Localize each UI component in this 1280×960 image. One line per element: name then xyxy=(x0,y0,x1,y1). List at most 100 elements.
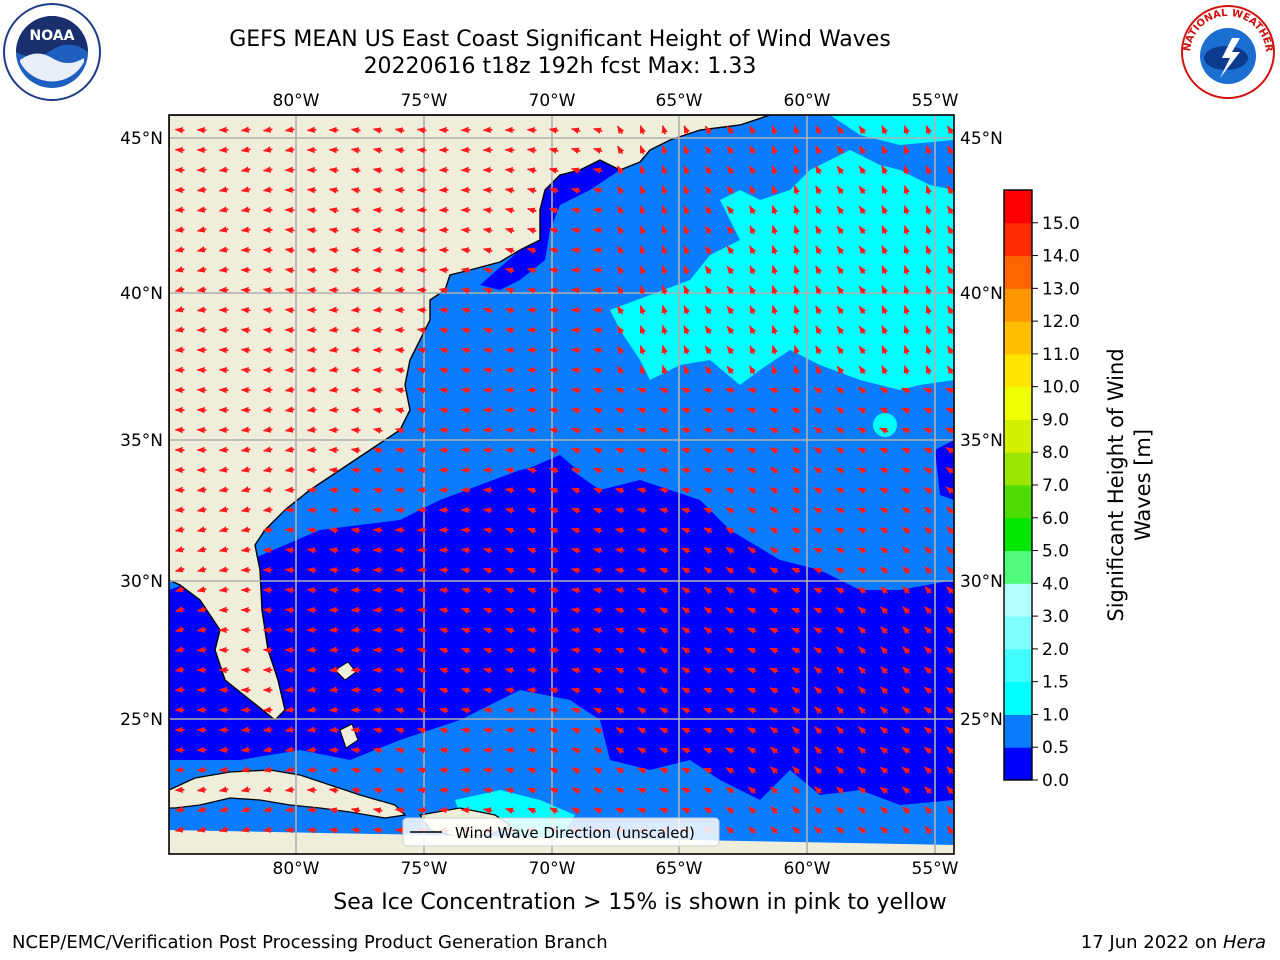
wind-wave-arrow xyxy=(350,147,361,154)
wind-wave-arrow xyxy=(661,164,668,175)
wind-wave-arrow xyxy=(306,247,317,254)
wind-wave-arrow xyxy=(548,407,559,414)
wind-wave-arrow xyxy=(923,506,933,515)
wind-wave-arrow xyxy=(925,225,932,235)
wind-wave-arrow xyxy=(791,466,801,475)
wind-wave-arrow xyxy=(615,387,625,394)
wind-wave-arrow xyxy=(196,466,207,474)
wind-wave-arrow xyxy=(702,487,713,494)
wind-wave-arrow xyxy=(482,126,493,134)
wind-wave-arrow xyxy=(637,667,647,675)
wind-wave-arrow xyxy=(901,786,911,795)
wind-wave-arrow xyxy=(526,667,537,674)
wind-wave-arrow xyxy=(592,587,603,594)
wind-wave-arrow xyxy=(504,667,515,674)
wind-wave-arrow xyxy=(637,686,647,695)
wind-wave-arrow xyxy=(792,826,801,835)
wind-wave-arrow xyxy=(460,607,471,614)
wind-wave-arrow xyxy=(438,166,449,174)
wind-wave-arrow xyxy=(526,187,537,194)
wind-wave-arrow xyxy=(416,327,427,334)
wind-wave-arrow xyxy=(946,785,954,795)
wind-wave-arrow xyxy=(836,165,845,175)
wind-wave-arrow xyxy=(438,587,449,594)
colorbar-segment xyxy=(1004,648,1032,683)
wind-wave-arrow xyxy=(350,286,361,293)
wind-wave-arrow xyxy=(350,827,361,834)
wind-wave-arrow xyxy=(793,124,800,135)
wind-wave-arrow xyxy=(306,366,317,373)
wind-wave-arrow xyxy=(857,386,867,395)
wind-wave-arrow xyxy=(923,486,933,495)
wind-wave-arrow xyxy=(615,427,625,434)
wind-wave-arrow xyxy=(240,806,251,813)
wind-wave-arrow xyxy=(438,747,449,754)
wind-wave-arrow xyxy=(616,345,625,355)
wind-wave-arrow xyxy=(372,507,383,514)
wind-wave-arrow xyxy=(639,245,646,255)
wind-wave-arrow xyxy=(791,527,801,535)
lon-label-top: 75°W xyxy=(401,91,448,111)
wind-wave-arrow xyxy=(879,806,889,815)
lat-labels-left: 45°N 40°N 35°N 30°N 25°N xyxy=(120,129,163,730)
wind-wave-arrow xyxy=(394,747,405,754)
wind-wave-arrow xyxy=(813,387,823,395)
wind-wave-arrow xyxy=(526,427,537,434)
wind-wave-arrow xyxy=(482,387,493,394)
wind-wave-arrow xyxy=(858,365,867,375)
wind-wave-arrow xyxy=(902,566,911,575)
wind-wave-arrow xyxy=(793,324,800,335)
wind-wave-arrow xyxy=(661,124,668,135)
wind-wave-arrow xyxy=(504,467,515,474)
wind-wave-arrow xyxy=(196,646,207,653)
wind-wave-arrow xyxy=(284,587,295,594)
wind-wave-arrow xyxy=(306,426,317,433)
colorbar-segment xyxy=(1004,419,1032,453)
wind-wave-arrow xyxy=(792,806,801,815)
wind-wave-arrow xyxy=(416,206,427,213)
wind-wave-arrow xyxy=(815,245,823,255)
wind-wave-arrow xyxy=(262,446,273,453)
wind-wave-arrow xyxy=(836,706,845,715)
wind-wave-arrow xyxy=(923,686,933,695)
wind-wave-arrow xyxy=(196,206,207,213)
wind-wave-arrow xyxy=(262,186,273,193)
wind-wave-arrow xyxy=(902,666,911,675)
wind-wave-arrow xyxy=(571,747,581,755)
wind-wave-arrow xyxy=(284,786,295,793)
wind-wave-arrow xyxy=(858,185,867,195)
wind-wave-arrow xyxy=(749,265,757,275)
wind-wave-arrow xyxy=(771,144,778,155)
wind-wave-arrow xyxy=(725,546,735,555)
wind-wave-arrow xyxy=(925,345,932,355)
wind-wave-arrow xyxy=(614,487,625,494)
wind-wave-arrow xyxy=(901,706,911,715)
wind-wave-arrow xyxy=(747,687,757,694)
wind-wave-arrow xyxy=(726,285,735,295)
wind-wave-arrow xyxy=(504,807,515,814)
wind-wave-arrow xyxy=(570,707,581,714)
wind-wave-arrow xyxy=(571,487,581,494)
wind-wave-arrow xyxy=(793,304,800,315)
wind-wave-arrow xyxy=(438,707,449,714)
wind-wave-arrow xyxy=(460,727,471,734)
wind-wave-arrow xyxy=(924,786,933,795)
wind-wave-arrow xyxy=(747,647,757,654)
wind-wave-arrow xyxy=(703,586,713,595)
wind-wave-arrow xyxy=(196,306,207,313)
wind-wave-arrow xyxy=(218,146,229,153)
lon-label-top: 80°W xyxy=(273,91,320,111)
wind-wave-arrow xyxy=(438,367,449,374)
wind-wave-arrow xyxy=(946,526,954,535)
wind-wave-arrow xyxy=(570,407,581,414)
wind-wave-arrow xyxy=(482,707,493,714)
wind-wave-arrow xyxy=(218,506,229,513)
wind-wave-arrow xyxy=(857,806,867,815)
wind-wave-arrow xyxy=(416,146,427,154)
wind-wave-arrow xyxy=(438,427,449,434)
wind-wave-arrow xyxy=(526,647,537,654)
wind-wave-arrow xyxy=(527,507,537,514)
wind-wave-arrow xyxy=(306,267,317,274)
wind-wave-arrow xyxy=(350,366,361,374)
